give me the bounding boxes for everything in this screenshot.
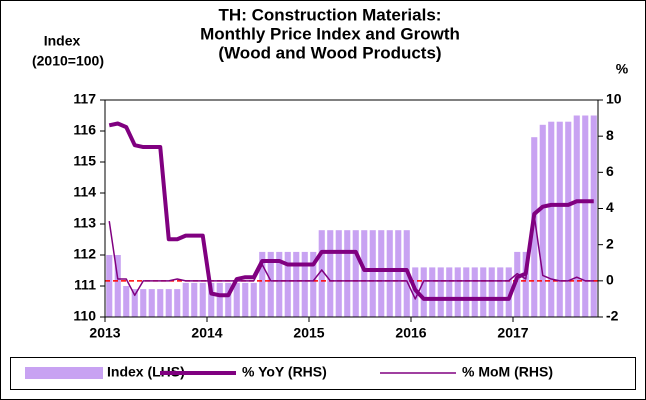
- y2-tick-label: -2: [606, 308, 619, 324]
- bar: [148, 289, 155, 317]
- bar: [573, 115, 580, 317]
- legend-frame: [10, 357, 636, 390]
- bar: [522, 251, 529, 317]
- bar: [225, 282, 232, 317]
- bar: [318, 230, 325, 317]
- bar: [548, 121, 555, 317]
- legend-swatch: [25, 367, 103, 379]
- bar: [463, 267, 470, 317]
- x-tick-label: 2017: [497, 325, 528, 341]
- bar: [310, 251, 317, 317]
- bar: [437, 267, 444, 317]
- bar: [480, 267, 487, 317]
- y2-axis-label: %: [616, 61, 629, 77]
- y2-tick-label: 6: [606, 163, 614, 179]
- line-series: [108, 214, 594, 300]
- bar: [216, 282, 223, 317]
- bar: [208, 282, 215, 317]
- y2-tick-label: 0: [606, 272, 614, 288]
- y-tick-label: 116: [73, 122, 96, 138]
- bar: [157, 289, 164, 317]
- bar: [420, 267, 427, 317]
- bar: [505, 267, 512, 317]
- x-tick-label: 2014: [191, 325, 222, 341]
- bar: [114, 255, 121, 317]
- bar: [556, 121, 563, 317]
- chart-title: TH: Construction Materials:: [219, 5, 442, 24]
- bar: [497, 267, 504, 317]
- y-axis-label: Index: [44, 33, 81, 49]
- y2-tick-label: 8: [606, 127, 614, 143]
- y-tick-label: 113: [73, 215, 96, 231]
- y-tick-label: 115: [73, 153, 96, 169]
- bar: [301, 251, 308, 317]
- bar: [565, 121, 572, 317]
- bar: [514, 251, 521, 317]
- bar: [293, 251, 300, 317]
- bar: [344, 230, 351, 317]
- bar: [539, 124, 546, 317]
- bar: [131, 289, 138, 317]
- y2-tick-label: 4: [606, 199, 614, 215]
- bar: [378, 230, 385, 317]
- bar: [361, 230, 368, 317]
- chart-title: Monthly Price Index and Growth: [200, 24, 460, 43]
- bar: [386, 230, 393, 317]
- y-tick-label: 117: [73, 91, 96, 107]
- y-tick-label: 110: [73, 308, 96, 324]
- bar: [429, 267, 436, 317]
- bar: [250, 282, 257, 317]
- bar: [233, 282, 240, 317]
- bar: [369, 230, 376, 317]
- bar: [352, 230, 359, 317]
- bar: [395, 230, 402, 317]
- bar: [590, 115, 597, 317]
- bar: [106, 255, 113, 317]
- bar: [199, 282, 206, 317]
- y-tick-label: 112: [73, 246, 96, 262]
- bar: [446, 267, 453, 317]
- y-tick-label: 111: [74, 277, 96, 293]
- chart-title: (Wood and Wood Products): [218, 43, 441, 62]
- bar: [267, 251, 274, 317]
- legend-label: Index (LHS): [107, 364, 185, 380]
- bar: [471, 267, 478, 317]
- line-series: [108, 121, 594, 301]
- bar: [582, 115, 589, 317]
- bar: [259, 251, 266, 317]
- bar: [488, 267, 495, 317]
- y2-tick-label: 10: [606, 91, 622, 107]
- y-tick-label: 114: [73, 184, 96, 200]
- x-tick-label: 2015: [293, 325, 324, 341]
- bar: [174, 289, 181, 317]
- bar: [165, 289, 172, 317]
- bar: [140, 289, 147, 317]
- bar: [335, 230, 342, 317]
- legend-label: % MoM (RHS): [462, 364, 553, 380]
- bar: [454, 267, 461, 317]
- y2-tick-label: 2: [606, 235, 614, 251]
- bar: [191, 282, 198, 317]
- legend-label: % YoY (RHS): [242, 364, 327, 380]
- bar: [284, 251, 291, 317]
- bar: [123, 286, 130, 317]
- y-axis-label: (2010=100): [32, 53, 104, 69]
- bar: [182, 282, 189, 317]
- x-tick-label: 2013: [89, 325, 120, 341]
- x-tick-label: 2016: [395, 325, 426, 341]
- bar: [242, 282, 249, 317]
- bar: [276, 251, 283, 317]
- bar: [327, 230, 334, 317]
